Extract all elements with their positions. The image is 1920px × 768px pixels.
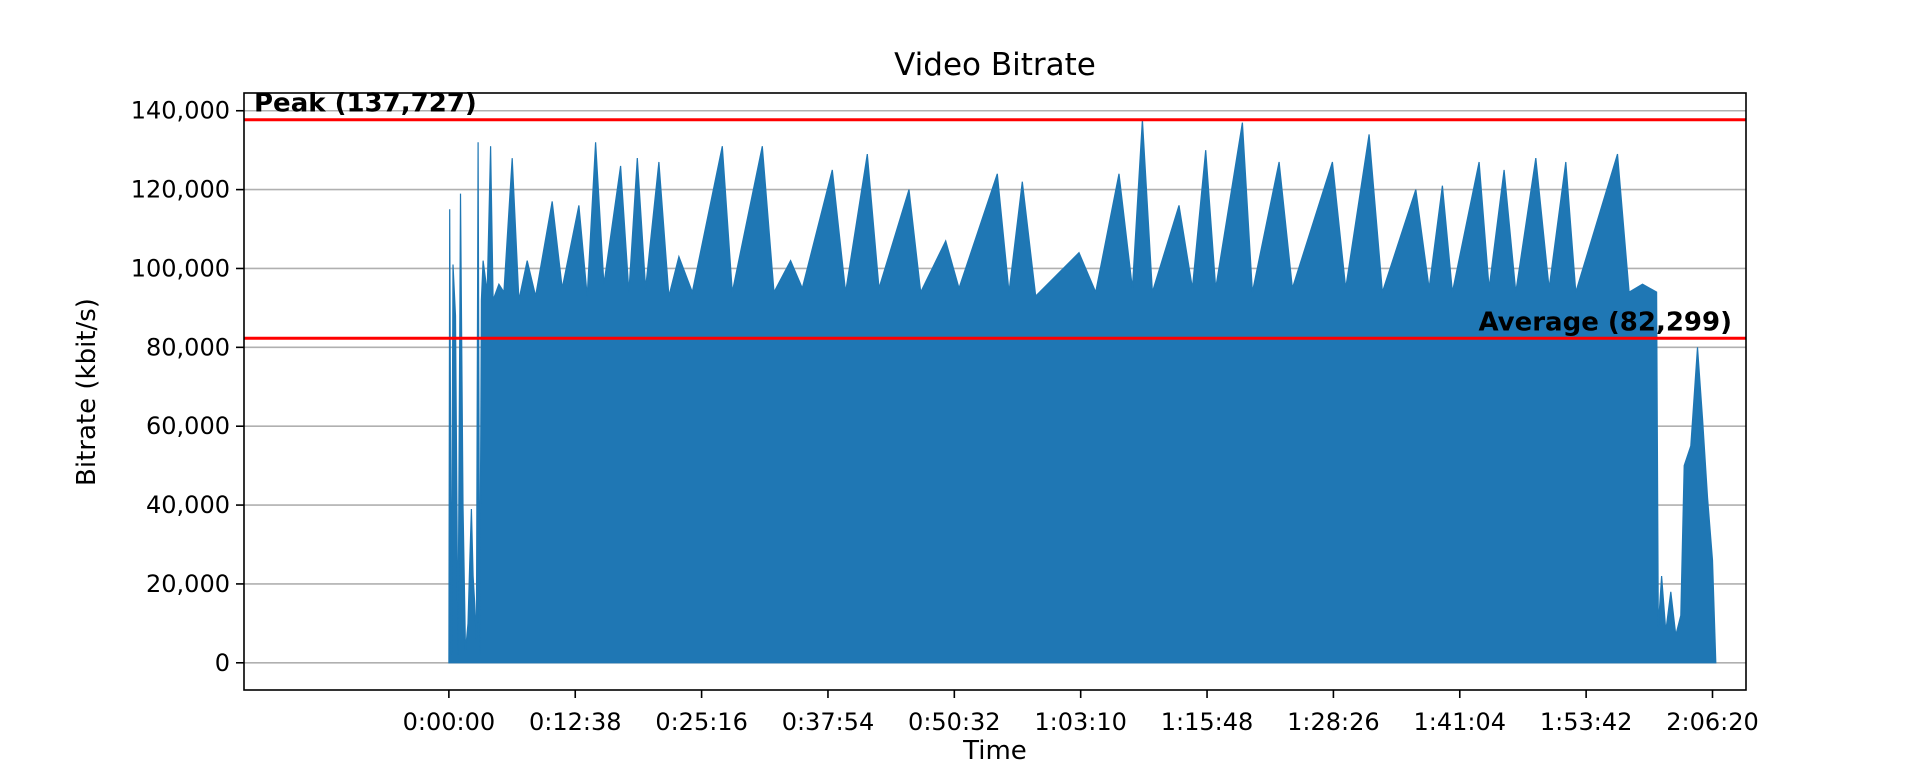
x-tick-label: 0:50:32	[908, 708, 1001, 736]
y-tick-label: 0	[215, 649, 230, 677]
plot-frame	[243, 92, 1747, 691]
y-tick-label: 20,000	[146, 570, 230, 598]
x-tick-label: 1:15:48	[1161, 708, 1254, 736]
x-tick-label: 0:12:38	[529, 708, 622, 736]
x-axis: 0:00:00 0:12:38 0:25:16 0:37:54 0:50:32 1:03:…	[403, 690, 1759, 736]
y-tick-label: 100,000	[131, 254, 230, 282]
y-tick-label: 140,000	[131, 97, 230, 125]
y-tick-label: 40,000	[146, 491, 230, 519]
x-tick-label: 1:53:42	[1540, 708, 1633, 736]
x-tick-label: 1:28:26	[1287, 708, 1380, 736]
y-tick-label: 120,000	[131, 176, 230, 204]
x-axis-label: Time	[962, 736, 1027, 766]
data-series	[448, 119, 1717, 664]
x-tick-label: 1:41:04	[1414, 708, 1507, 736]
x-tick-label: 0:25:16	[655, 708, 748, 736]
average-label: Average (82,299)	[1478, 307, 1732, 337]
y-axis-label: Bitrate (kbit/s)	[72, 298, 102, 486]
x-tick-label: 0:37:54	[782, 708, 875, 736]
y-tick-label: 80,000	[146, 333, 230, 361]
chart-title: Video Bitrate	[894, 47, 1096, 83]
x-tick-label: 2:06:20	[1666, 708, 1759, 736]
y-axis: 0 20,000 40,000 60,000 80,000 100,000 120,000 1…	[131, 97, 244, 677]
x-tick-label: 1:03:10	[1034, 708, 1127, 736]
bitrate-area	[448, 119, 1717, 664]
y-tick-label: 60,000	[146, 412, 230, 440]
x-tick-label: 0:00:00	[403, 708, 496, 736]
